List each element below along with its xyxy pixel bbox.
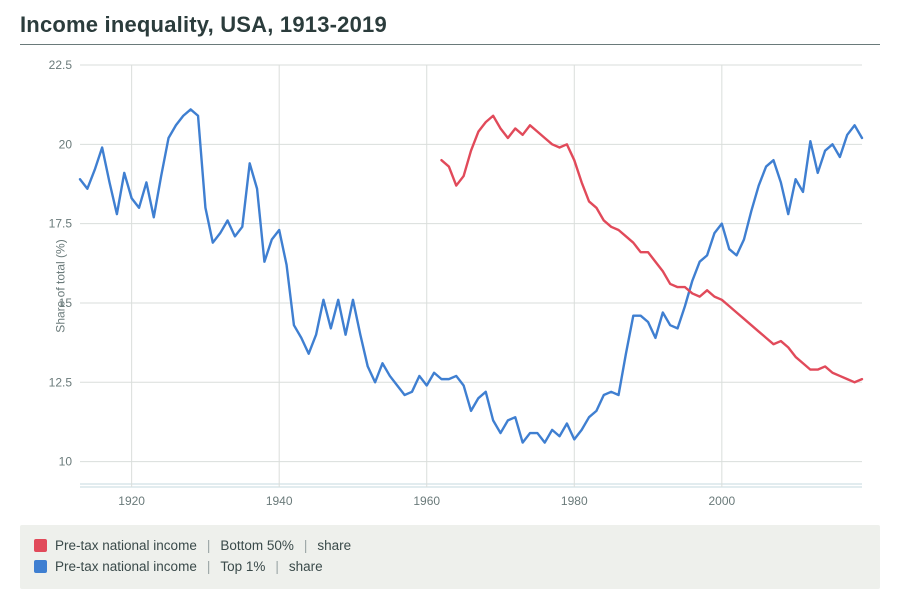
x-tick-label: 1940 bbox=[266, 494, 293, 508]
y-tick-label: 22.5 bbox=[49, 58, 73, 72]
legend: Pre-tax national income | Bottom 50% | s… bbox=[20, 525, 880, 589]
legend-label-part: Pre-tax national income bbox=[55, 538, 197, 553]
x-tick-label: 1980 bbox=[561, 494, 588, 508]
legend-label-part: Bottom 50% bbox=[220, 538, 294, 553]
y-tick-label: 20 bbox=[59, 137, 73, 151]
legend-label-part: Pre-tax national income bbox=[55, 559, 197, 574]
y-tick-label: 10 bbox=[59, 455, 73, 469]
y-tick-label: 17.5 bbox=[49, 217, 73, 231]
chart-title: Income inequality, USA, 1913-2019 bbox=[20, 12, 880, 38]
line-chart: 1012.51517.52022.519201940196019802000 bbox=[20, 51, 880, 521]
legend-separator: | bbox=[205, 538, 213, 553]
legend-label-part: Top 1% bbox=[220, 559, 265, 574]
title-rule bbox=[20, 44, 880, 45]
legend-label-part: share bbox=[317, 538, 351, 553]
x-tick-label: 1960 bbox=[413, 494, 440, 508]
y-axis-title: Share of total (%) bbox=[54, 239, 68, 332]
x-tick-label: 1920 bbox=[118, 494, 145, 508]
x-tick-label: 2000 bbox=[708, 494, 735, 508]
legend-swatch bbox=[34, 560, 47, 573]
y-tick-label: 12.5 bbox=[49, 375, 73, 389]
legend-separator: | bbox=[205, 559, 213, 574]
legend-separator: | bbox=[302, 538, 310, 553]
legend-item: Pre-tax national income | Bottom 50% | s… bbox=[34, 535, 866, 556]
legend-swatch bbox=[34, 539, 47, 552]
legend-item: Pre-tax national income | Top 1% | share bbox=[34, 556, 866, 577]
legend-label-part: share bbox=[289, 559, 323, 574]
chart-container: Share of total (%) 1012.51517.52022.5192… bbox=[20, 51, 880, 521]
legend-separator: | bbox=[273, 559, 281, 574]
